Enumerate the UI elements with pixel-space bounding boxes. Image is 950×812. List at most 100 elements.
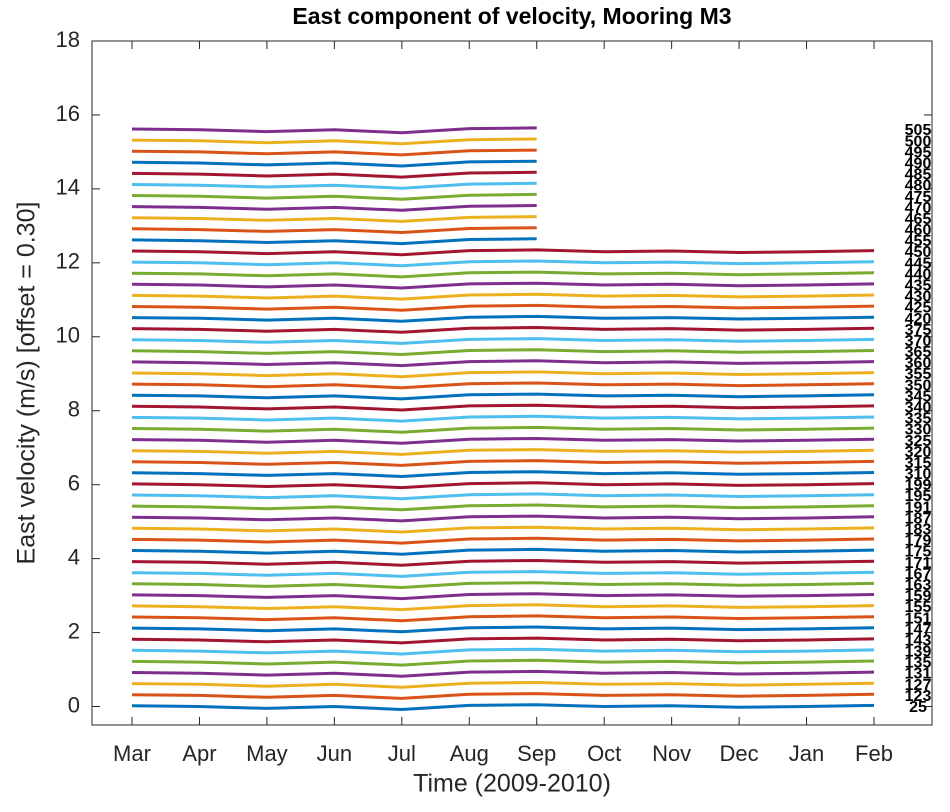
series-line [131,215,537,223]
series-line [131,470,875,478]
series-label: 475 [905,189,932,206]
series-label: 155 [905,599,932,616]
series-label: 25 [909,699,927,716]
series-label: 345 [905,388,932,405]
series-label: 135 [905,655,932,672]
series-label: 460 [905,222,932,239]
series-label: 445 [905,255,932,272]
series-label: 325 [905,433,932,450]
x-tick-label: Apr [182,741,216,766]
x-tick-label: Jun [317,741,352,766]
series-label: 375 [905,322,932,339]
series-label: 183 [905,522,932,539]
series-line [131,348,875,356]
series-label: 340 [905,400,932,417]
series-line [131,681,875,689]
series-label: 179 [905,533,932,550]
series-label: 330 [905,422,932,439]
series-label: 199 [905,477,932,494]
series-line [131,392,875,401]
x-tick-label: Oct [587,741,621,766]
series-line [131,181,537,190]
series-line [131,292,875,301]
series-line [131,159,537,168]
series-label: 159 [905,588,932,605]
series-label: 485 [905,167,932,184]
series-line [131,692,875,700]
series-line [131,259,875,268]
series-label: 123 [905,688,932,705]
x-tick-label: May [246,741,288,766]
series-line [131,636,875,645]
y-axis-label: East velocity (m/s) [offset = 0.30] [13,202,41,565]
series-line [131,459,875,467]
series-line [131,326,875,334]
series-label: 143 [905,632,932,649]
series-line [131,204,537,212]
series-line [131,237,537,246]
plot-area [131,126,875,711]
y-tick-label: 10 [56,323,80,348]
series-line [131,625,875,634]
x-tick-label: Mar [113,741,151,766]
series-label: 435 [905,278,932,295]
series-line [131,703,875,711]
series-label: 495 [905,144,932,161]
x-tick-label: Aug [450,741,489,766]
series-line [131,525,875,534]
series-label: 355 [905,366,932,383]
series-label: 360 [905,355,932,372]
series-line [131,381,875,390]
series-label: 455 [905,233,932,250]
series-label: 350 [905,377,932,394]
series-line [131,503,875,512]
series-label: 465 [905,211,932,228]
series-line [131,248,875,257]
x-tick-label: Sep [517,741,556,766]
series-line [131,281,875,290]
series-line [131,370,875,379]
series-line [131,647,875,656]
series-label: 430 [905,289,932,306]
series-label: 440 [905,266,932,283]
series-label: 191 [905,499,932,516]
series-label: 127 [905,677,932,694]
series-line [131,514,875,523]
series-label: 187 [905,510,932,527]
series-line [131,481,875,490]
y-tick-label: 0 [68,692,80,717]
series-label: 151 [905,610,932,627]
series-line [131,547,875,556]
x-tick-label: Feb [855,741,893,766]
series-label: 490 [905,155,932,172]
series-label: 175 [905,544,932,561]
y-tick-label: 4 [68,544,80,569]
series-label: 163 [905,577,932,594]
series-label: 505 [905,122,932,139]
x-tick-label: Jul [388,741,416,766]
series-line [131,603,875,612]
series-line [131,226,537,234]
series-label: 365 [905,344,932,361]
x-tick-label: Dec [720,741,759,766]
y-tick-label: 2 [68,618,80,643]
series-line [131,536,875,545]
series-line [131,359,875,368]
series-label: 147 [905,621,932,638]
series-line [131,581,875,589]
series-line [131,314,875,323]
series-line [131,669,875,678]
series-label: 470 [905,200,932,217]
y-tick-label: 8 [68,397,80,422]
series-label: 320 [905,444,932,461]
x-tick-label: Nov [652,741,691,766]
series-line [131,559,875,567]
series-label: 167 [905,566,932,583]
x-axis-label: Time (2009-2010) [413,770,611,798]
series-line [131,148,537,157]
series-line [131,126,537,135]
series-line [131,170,537,179]
series-line [131,614,875,623]
